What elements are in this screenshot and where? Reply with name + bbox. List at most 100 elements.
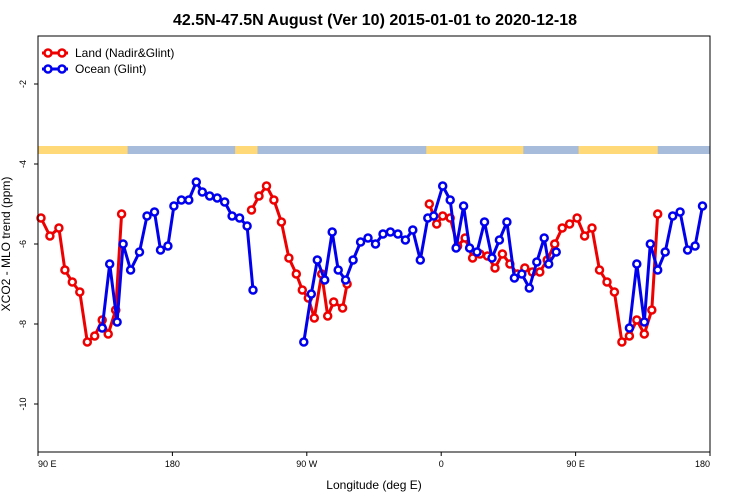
land-strip-segment bbox=[235, 146, 258, 154]
y-tick-label: -4 bbox=[18, 160, 28, 168]
legend-marker bbox=[43, 64, 53, 74]
data-point bbox=[116, 209, 127, 219]
data-point bbox=[535, 267, 545, 277]
legend-marker bbox=[57, 48, 67, 58]
data-point bbox=[363, 233, 373, 243]
data-point bbox=[261, 181, 272, 191]
data-point bbox=[524, 283, 535, 293]
data-point bbox=[437, 181, 448, 191]
data-point bbox=[204, 191, 215, 201]
data-point bbox=[327, 227, 337, 237]
data-point bbox=[75, 287, 85, 297]
data-point bbox=[632, 315, 642, 325]
data-point bbox=[227, 211, 237, 221]
data-point bbox=[652, 209, 663, 219]
data-point bbox=[340, 275, 351, 285]
data-point bbox=[45, 231, 55, 241]
data-point bbox=[639, 329, 650, 339]
legend-item: Land (Nadir&Glint) bbox=[42, 46, 174, 60]
y-tick-label: -2 bbox=[18, 80, 28, 88]
data-point bbox=[458, 201, 469, 211]
legend-label: Ocean (Glint) bbox=[75, 62, 146, 76]
data-point bbox=[60, 265, 70, 275]
data-point bbox=[645, 239, 656, 249]
data-point bbox=[155, 245, 166, 255]
x-tick-label: 0 bbox=[439, 459, 444, 469]
data-point bbox=[551, 247, 561, 257]
y-tick-label: -8 bbox=[18, 320, 28, 328]
data-point bbox=[445, 195, 455, 205]
data-point bbox=[675, 207, 685, 217]
data-point bbox=[370, 239, 381, 249]
data-point bbox=[248, 285, 258, 295]
data-point bbox=[319, 275, 330, 285]
data-point bbox=[184, 195, 194, 205]
data-point bbox=[400, 235, 411, 245]
data-point bbox=[509, 273, 520, 283]
land-strip-segment bbox=[426, 146, 524, 154]
data-point bbox=[197, 187, 208, 197]
data-point bbox=[378, 229, 388, 239]
data-point bbox=[451, 243, 461, 253]
data-point bbox=[587, 223, 597, 233]
legend-item: Ocean (Glint) bbox=[42, 62, 146, 76]
data-point bbox=[82, 337, 93, 347]
legend: Land (Nadir&Glint) Ocean (Glint) bbox=[42, 46, 174, 76]
data-point bbox=[479, 217, 490, 227]
data-point bbox=[660, 247, 670, 257]
data-point bbox=[667, 211, 678, 221]
data-point bbox=[125, 265, 136, 275]
data-point bbox=[467, 253, 478, 263]
data-point bbox=[424, 199, 435, 209]
land-strip-segment bbox=[38, 146, 128, 154]
x-tick-label: 90 E bbox=[38, 459, 57, 469]
data-point bbox=[494, 235, 505, 245]
data-point bbox=[176, 195, 187, 205]
data-point bbox=[67, 277, 78, 287]
series-line bbox=[100, 180, 255, 329]
data-point bbox=[431, 219, 442, 229]
data-point bbox=[306, 289, 317, 299]
data-point bbox=[163, 241, 173, 251]
plot-area bbox=[36, 146, 710, 347]
x-axis: 90 E 180 90 W 0 90 E 180 bbox=[37, 452, 711, 469]
data-point bbox=[242, 221, 252, 231]
chart-title: 42.5N-47.5N August (Ver 10) 2015-01-01 t… bbox=[173, 12, 577, 29]
data-point bbox=[697, 201, 708, 211]
data-point bbox=[690, 241, 700, 251]
series-land bbox=[36, 181, 663, 347]
data-point bbox=[682, 245, 693, 255]
data-point bbox=[543, 259, 554, 269]
ocean-strip bbox=[38, 146, 710, 154]
data-point bbox=[428, 211, 439, 221]
data-point bbox=[284, 253, 294, 263]
data-point bbox=[97, 323, 107, 333]
data-point bbox=[276, 217, 287, 227]
data-point bbox=[594, 265, 605, 275]
data-point bbox=[464, 243, 475, 253]
data-point bbox=[118, 239, 128, 249]
data-point bbox=[333, 265, 343, 275]
data-point bbox=[415, 255, 426, 265]
data-point bbox=[487, 253, 497, 263]
data-point bbox=[89, 331, 100, 341]
data-point bbox=[269, 195, 279, 205]
data-point bbox=[299, 337, 309, 347]
data-point bbox=[112, 317, 122, 327]
x-tick-label: 90 E bbox=[566, 459, 585, 469]
data-point bbox=[355, 237, 366, 247]
legend-marker bbox=[43, 48, 53, 58]
data-point bbox=[632, 259, 642, 269]
series-ocean bbox=[97, 177, 708, 347]
data-point bbox=[234, 213, 245, 223]
data-point bbox=[617, 337, 627, 347]
data-point bbox=[490, 263, 500, 273]
y-tick-label: -10 bbox=[18, 397, 28, 410]
data-point bbox=[437, 211, 448, 221]
data-point bbox=[337, 303, 348, 313]
land-strip-segment bbox=[578, 146, 658, 154]
data-point bbox=[169, 201, 179, 211]
y-tick-label: -6 bbox=[18, 240, 28, 248]
